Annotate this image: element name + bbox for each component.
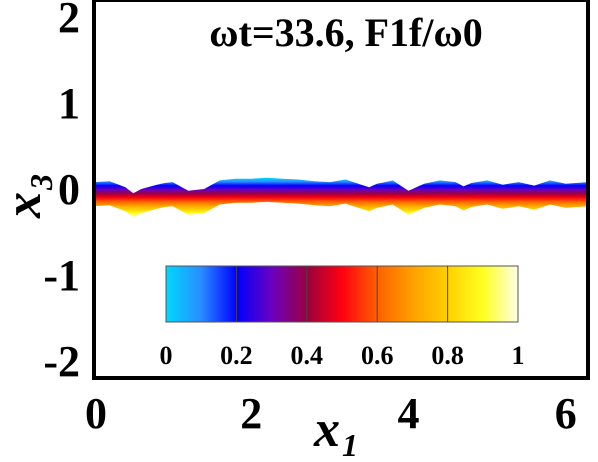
x-tick-label: 0 xyxy=(85,389,107,438)
y-axis-label: x 3 xyxy=(0,174,59,219)
x-tick-label: 2 xyxy=(240,389,262,438)
x-tick-labels: 0 2 4 6 xyxy=(85,389,577,438)
interface-band-shape xyxy=(94,177,588,218)
x-tick-label: 6 xyxy=(555,389,577,438)
y-tick-labels: 2 1 0 -1 -2 xyxy=(43,0,80,386)
y-tick-label: 1 xyxy=(58,79,80,128)
x-axis-label: x 1 xyxy=(313,401,358,462)
colorbar-dividers xyxy=(235,266,449,322)
y-tick-label: 0 xyxy=(58,165,80,214)
plot-frame xyxy=(92,0,590,380)
colorbar-tick-label: 0 xyxy=(160,341,173,370)
y-tick-label: -1 xyxy=(43,251,80,300)
colorbar xyxy=(165,265,519,323)
colorbar-tick-label: 0.2 xyxy=(220,341,253,370)
x-tick-label: 4 xyxy=(397,389,419,438)
interface-band xyxy=(94,177,588,218)
y-tick-label: 2 xyxy=(58,0,80,42)
chart-title: ωt=33.6, F1f/ω0 xyxy=(209,10,482,55)
colorbar-tick-labels: 0 0.2 0.4 0.6 0.8 1 xyxy=(160,341,525,370)
svg-text:x: x xyxy=(313,401,340,458)
colorbar-tick-label: 0.6 xyxy=(361,341,394,370)
colorbar-tick-label: 0.4 xyxy=(291,341,324,370)
colorbar-tick-label: 1 xyxy=(512,341,525,370)
svg-text:x: x xyxy=(0,192,52,219)
colorbar-tick-label: 0.8 xyxy=(431,341,464,370)
svg-text:3: 3 xyxy=(23,174,59,191)
y-tick-label: -2 xyxy=(43,337,80,386)
svg-text:1: 1 xyxy=(342,427,358,462)
